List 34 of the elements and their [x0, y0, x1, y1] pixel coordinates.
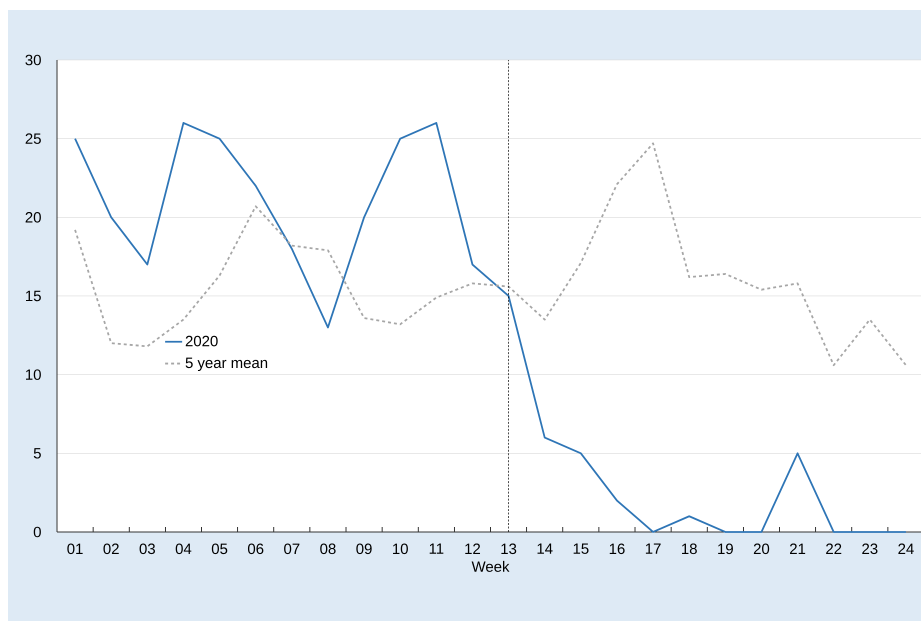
y-tick-label: 25	[26, 133, 41, 144]
y-tick-label: 5	[34, 448, 41, 459]
x-tick-label: 08	[320, 544, 336, 554]
y-tick-label: 0	[34, 526, 41, 538]
y-tick-label: 10	[26, 369, 41, 380]
y-tick-label: 20	[26, 212, 41, 223]
x-tick-label: 02	[103, 544, 119, 554]
x-tick-label: 03	[140, 544, 155, 554]
x-tick-label: 05	[212, 544, 228, 554]
x-tick-label: 15	[574, 544, 589, 554]
x-tick-label: 06	[248, 544, 264, 554]
x-axis-title: Week	[472, 560, 510, 572]
x-tick-label: 24	[898, 544, 914, 554]
legend-label: 2020	[186, 336, 218, 346]
x-tick-label: 13	[501, 544, 516, 554]
x-tick-label: 07	[284, 544, 300, 554]
x-tick-label: 14	[538, 544, 553, 554]
x-tick-label: 18	[682, 544, 697, 554]
x-tick-label: 10	[393, 544, 408, 554]
x-tick-label: 23	[862, 544, 878, 554]
x-tick-label: 22	[826, 544, 842, 554]
x-tick-label: 04	[176, 544, 192, 554]
x-tick-label: 01	[67, 544, 83, 554]
x-tick-label: 21	[790, 544, 806, 554]
x-tick-label: 19	[718, 544, 733, 554]
x-tick-label: 16	[610, 544, 625, 554]
x-tick-label: 09	[356, 544, 372, 554]
y-tick-label: 15	[26, 290, 41, 302]
y-tick-label: 30	[25, 54, 41, 66]
x-tick-label: 17	[646, 544, 661, 554]
x-tick-label: 20	[754, 544, 770, 554]
legend-label: 5 year mean	[186, 358, 268, 372]
x-tick-label: 11	[430, 544, 444, 554]
x-tick-label: 12	[465, 544, 480, 554]
